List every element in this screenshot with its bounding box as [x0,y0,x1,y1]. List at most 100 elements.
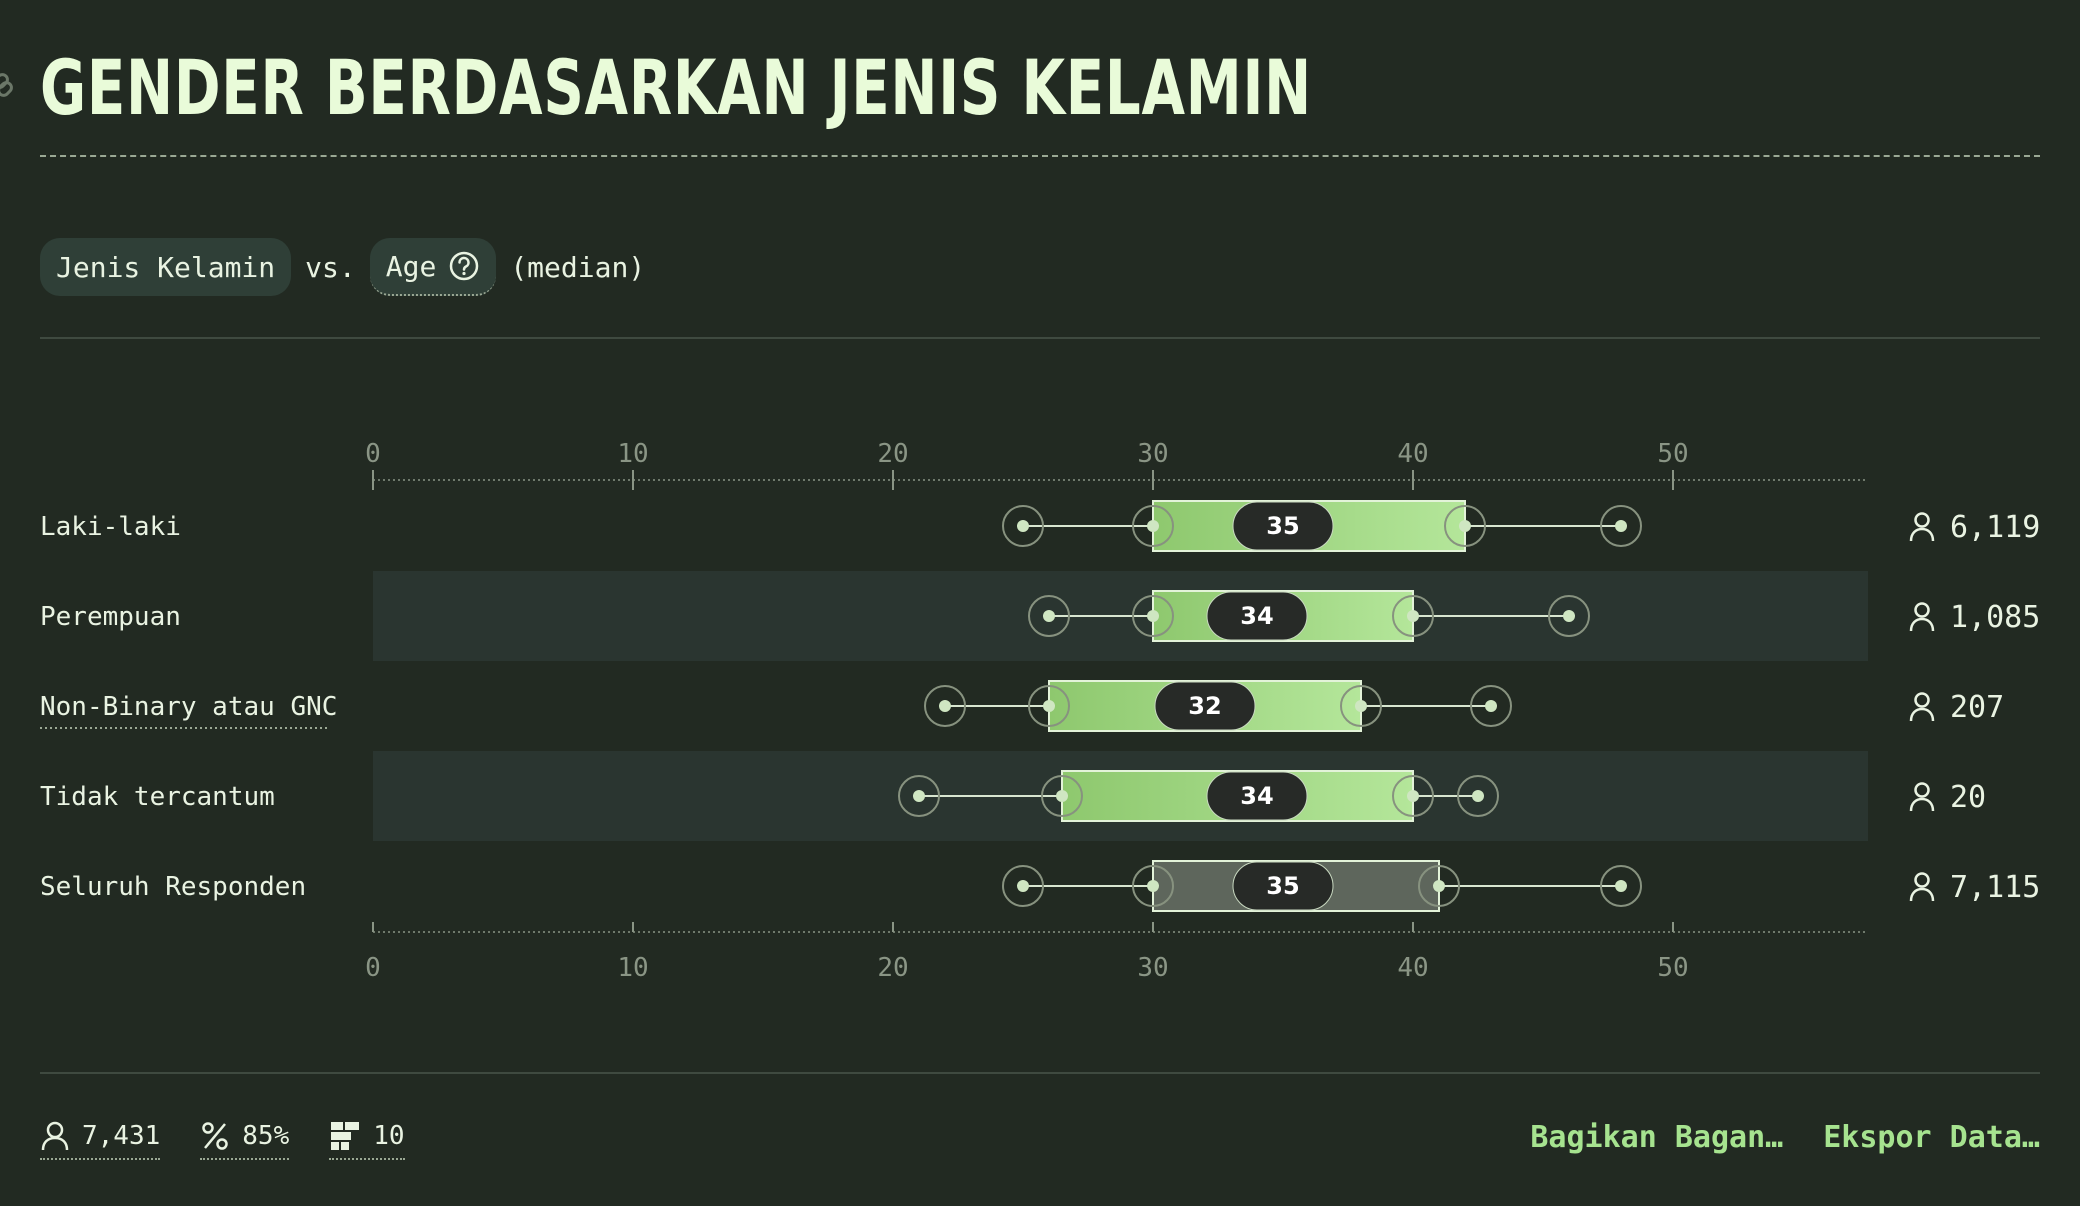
respondents-stat[interactable]: 7,431 [40,1120,161,1160]
whisker-end-ring [898,775,940,817]
respondent-count: 7,115 [1950,870,2040,905]
person-icon-body [1909,887,1935,902]
tick-label: 10 [617,439,648,469]
median-label: 35 [1266,872,1299,900]
whisker-end-dot [1615,520,1627,532]
box-row: Laki-laki 35 6,119 [40,500,2040,552]
percent-stat[interactable]: 85% [200,1120,290,1160]
category-label: Tidak tercantum [40,782,275,812]
category-label: Seluruh Responden [40,872,306,902]
quartile-dot [1433,880,1445,892]
quartile-dot [1056,790,1068,802]
person-icon [1909,872,1935,902]
respondent-count: 207 [1950,690,2004,725]
chart-subtitle: Jenis Kelamin vs. Age (median) [40,238,645,296]
quartile-dot [1407,790,1419,802]
chart-actions: Bagikan Bagan… Ekspor Data… [1530,1120,2040,1155]
tick-label: 20 [877,439,908,469]
tick-label: 40 [1397,953,1428,983]
median-label: 34 [1240,602,1273,630]
header-rule [40,337,2040,339]
respondents-count: 7,431 [82,1121,161,1151]
box-row: Tidak tercantum 34 20 [40,770,1986,822]
percent-value: 85% [242,1121,290,1151]
questions-stat[interactable]: 10 [329,1120,405,1160]
category-label: Non-Binary atau GNC [40,692,337,722]
footer-rule [40,1072,2040,1074]
quartile-dot [1043,700,1055,712]
variable-2-pill[interactable]: Age [369,238,497,296]
whisker-end-dot [1017,520,1029,532]
median-label: 35 [1266,512,1299,540]
median-label: (median) [510,250,646,284]
percent-icon [202,1122,229,1150]
variable-2-label: Age [385,249,437,283]
category-label: Perempuan [40,602,181,632]
quartile-ring [1132,505,1174,547]
quartile-ring [1028,685,1070,727]
quartile-ring [1132,595,1174,637]
box-row: Perempuan 34 1,085 [40,590,2040,642]
respondent-count: 6,119 [1950,510,2040,545]
tick-label: 0 [365,439,381,469]
whisker-end-ring [924,685,966,727]
quartile-dot [1147,880,1159,892]
tick-label: 30 [1137,439,1168,469]
box-row: Seluruh Responden 35 7,115 [40,860,2040,912]
whisker-end-ring [1002,505,1044,547]
tick-label: 20 [877,953,908,983]
vs-label: vs. [305,250,356,284]
tick-label: 40 [1397,439,1428,469]
questions-count: 10 [373,1121,405,1151]
variable-1-pill[interactable]: Jenis Kelamin [40,238,292,296]
quartile-dot [1459,520,1471,532]
link-icon[interactable] [0,72,20,102]
respondent-count: 1,085 [1950,600,2040,635]
median-pill [1232,501,1334,551]
title-divider [40,155,2040,157]
whisker-end-ring [1600,505,1642,547]
tick-label: 50 [1657,439,1688,469]
share-chart-button[interactable]: Bagikan Bagan… [1530,1120,1784,1155]
median-pill [1154,681,1256,731]
quartile-ring [1392,775,1434,817]
quartile-dot [1407,610,1419,622]
whisker-end-dot [1485,700,1497,712]
tick-label: 0 [365,953,381,983]
quartile-ring [1392,595,1434,637]
tick-label: 50 [1657,953,1688,983]
tick-label: 30 [1137,953,1168,983]
person-icon-body [1909,527,1935,542]
person-icon-body [1909,797,1935,812]
whisker-end-ring [1028,595,1070,637]
person-icon [1909,692,1935,722]
box-row: Non-Binary atau GNC 32 207 [40,680,2004,732]
help-icon[interactable] [448,250,480,282]
whisker-end-dot [1563,610,1575,622]
boxplot-chart: 0 10 20 30 40 50 0 10 20 30 40 50 Laki-laki 35 6,119 Pe… [40,439,2040,983]
whisker-end-dot [1615,880,1627,892]
person-icon-head [1914,872,1930,888]
quartile-ring [1132,865,1174,907]
whisker-end-dot [939,700,951,712]
questions-icon [331,1122,360,1150]
quartile-dot [1147,520,1159,532]
quartile-ring [1444,505,1486,547]
tick-label: 10 [617,953,648,983]
median-pill [1206,591,1308,641]
category-label: Laki-laki [40,512,181,542]
export-data-button[interactable]: Ekspor Data… [1823,1120,2040,1155]
whisker-end-ring [1600,865,1642,907]
quartile-ring [1041,775,1083,817]
person-icon [1909,782,1935,812]
quartile-dot [1147,610,1159,622]
person-icon-head [1914,602,1930,618]
quartile-dot [1355,700,1367,712]
quartile-ring [1418,865,1460,907]
person-icon-body [1909,617,1935,632]
page-title: GENDER BERDASARKAN JENIS KELAMIN [40,43,1312,132]
person-icon [1909,602,1935,632]
whisker-end-dot [1472,790,1484,802]
person-icon-head [1914,782,1930,798]
whisker-end-ring [1457,775,1499,817]
